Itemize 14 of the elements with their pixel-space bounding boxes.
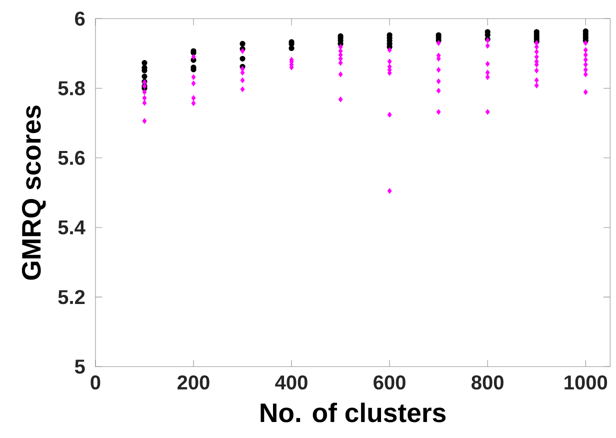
y-tick-label: 6 xyxy=(75,12,85,26)
x-axis-title: No. of clusters xyxy=(260,402,446,422)
x-tick-label: 200 xyxy=(178,375,210,390)
y-axis-title: GMRQ scores xyxy=(22,106,46,280)
y-tick-label: 5.6 xyxy=(58,150,85,165)
x-tick-label: 400 xyxy=(275,375,308,390)
x-tick-label: 800 xyxy=(472,375,504,390)
y-tick-label: 5 xyxy=(74,360,85,374)
x-tick-label: 1000 xyxy=(564,375,608,390)
y-tick-label: 5.8 xyxy=(58,81,85,96)
y-tick-label: 5.4 xyxy=(58,220,86,234)
x-tick-label: 600 xyxy=(374,375,406,390)
x-tick-label: 0 xyxy=(90,375,100,390)
y-tick-label: 5.2 xyxy=(58,290,85,304)
